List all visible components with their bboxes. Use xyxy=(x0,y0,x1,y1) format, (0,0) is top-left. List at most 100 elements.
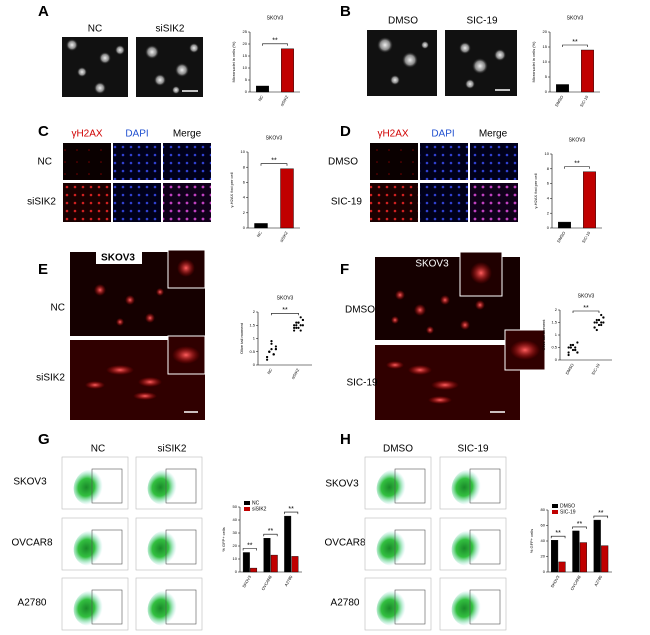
gate xyxy=(165,468,197,504)
x-tick-label: DMSO xyxy=(556,231,566,244)
y-tick-label: 10 xyxy=(545,151,550,156)
row-label: OVCAR8 xyxy=(324,538,366,549)
y-axis-label: Olive tail moment xyxy=(239,322,244,354)
bar xyxy=(556,84,569,93)
significance-bracket xyxy=(271,313,299,316)
panel-letters: A B C D E F G H xyxy=(38,3,351,448)
gfp-cloud xyxy=(376,469,410,505)
point xyxy=(274,345,277,348)
y-tick-label: 40 xyxy=(541,538,546,543)
point xyxy=(571,343,575,347)
comets xyxy=(85,284,164,400)
bar xyxy=(250,567,258,573)
x-tick-label: OVCAR8 xyxy=(569,574,582,591)
point xyxy=(266,358,269,361)
significance-bracket xyxy=(550,535,566,539)
x-tick-label: NC xyxy=(266,367,273,375)
point xyxy=(593,326,596,329)
bar xyxy=(280,168,294,229)
channel-label: Merge xyxy=(173,129,202,140)
gfp-cloud xyxy=(451,469,485,505)
panel-letter: C xyxy=(38,123,49,140)
row-label: SIC-19 xyxy=(331,197,363,208)
panel-h-images: DMSO SIC-19 SKOV3 OVCAR8 A2780 xyxy=(324,444,489,609)
micrograph xyxy=(470,183,518,222)
y-tick-label: 6 xyxy=(243,179,246,184)
image-label: siSIK2 xyxy=(156,24,185,35)
micrograph xyxy=(420,143,468,180)
point xyxy=(567,351,570,354)
gate xyxy=(165,529,197,565)
bar xyxy=(256,85,269,93)
y-tick-label: 0 xyxy=(243,225,246,230)
point xyxy=(574,348,577,352)
significance: ** xyxy=(598,510,604,517)
x-tick-label: OVCAR8 xyxy=(260,574,273,591)
micrograph xyxy=(63,183,111,222)
point xyxy=(268,350,271,353)
column-label: NC xyxy=(91,444,105,455)
point xyxy=(567,346,570,349)
legend-label: NC xyxy=(252,500,260,506)
chart-title: SKOV3 xyxy=(267,15,284,21)
bar xyxy=(281,48,294,93)
panel-letter: H xyxy=(340,431,351,448)
micrograph xyxy=(113,183,161,222)
significance-bracket xyxy=(572,526,587,529)
image-label: NC xyxy=(88,24,102,35)
significance-bracket xyxy=(562,44,588,47)
point xyxy=(600,323,603,327)
column-label: SIC-19 xyxy=(457,444,489,455)
panel-c-images: γH2AX DAPI Merge NC siSIK2 xyxy=(27,129,211,222)
gate xyxy=(91,529,123,565)
row-label: SIC-19 xyxy=(346,378,378,389)
row-label: SKOV3 xyxy=(325,479,359,490)
point xyxy=(297,321,300,324)
gfp-cloud xyxy=(147,469,181,505)
bar xyxy=(558,561,566,573)
point xyxy=(571,348,575,352)
gfp-cloud xyxy=(451,530,485,566)
y-tick-label: 4 xyxy=(547,195,550,200)
point xyxy=(574,346,577,349)
significance-bracket xyxy=(263,533,278,537)
significance: ** xyxy=(577,521,583,528)
y-tick-label: 10 xyxy=(241,149,246,154)
channel-label: γH2AX xyxy=(377,129,408,140)
bar xyxy=(270,554,278,573)
gate xyxy=(469,529,501,565)
bar xyxy=(291,556,299,573)
gate xyxy=(91,589,123,625)
point xyxy=(301,324,304,327)
point xyxy=(293,326,296,329)
x-tick-label: DMSO xyxy=(554,95,564,108)
point xyxy=(600,321,603,324)
bar xyxy=(593,519,601,573)
significance: ** xyxy=(572,39,578,46)
inset-comet xyxy=(177,259,195,277)
y-tick-label: 1.5 xyxy=(551,320,557,325)
micrograph xyxy=(113,143,161,180)
cells xyxy=(377,37,506,89)
gfp-cloud xyxy=(376,530,410,566)
row-label: A2780 xyxy=(18,598,47,609)
point xyxy=(299,324,302,327)
y-tick-label: 15 xyxy=(543,44,548,49)
y-tick-label: 0 xyxy=(235,569,238,574)
point xyxy=(576,341,579,344)
point xyxy=(569,346,572,349)
gfp-cloud xyxy=(147,590,181,626)
legend-label: SIC-19 xyxy=(560,509,576,515)
y-tick-label: 1 xyxy=(555,332,558,337)
panel-b-images: DMSO SIC-19 xyxy=(367,16,517,96)
y-tick-label: 2 xyxy=(547,210,550,215)
panel-a-images: NC siSIK2 xyxy=(62,24,203,97)
significance: ** xyxy=(555,530,561,537)
legend-label: siSIK2 xyxy=(252,506,267,512)
x-tick-label: DMSO xyxy=(564,363,574,376)
panel-letter: E xyxy=(38,261,48,278)
y-tick-label: 0 xyxy=(555,357,558,362)
gfp-cloud xyxy=(73,590,107,626)
inset-comet xyxy=(172,346,200,364)
significance: ** xyxy=(574,161,580,168)
